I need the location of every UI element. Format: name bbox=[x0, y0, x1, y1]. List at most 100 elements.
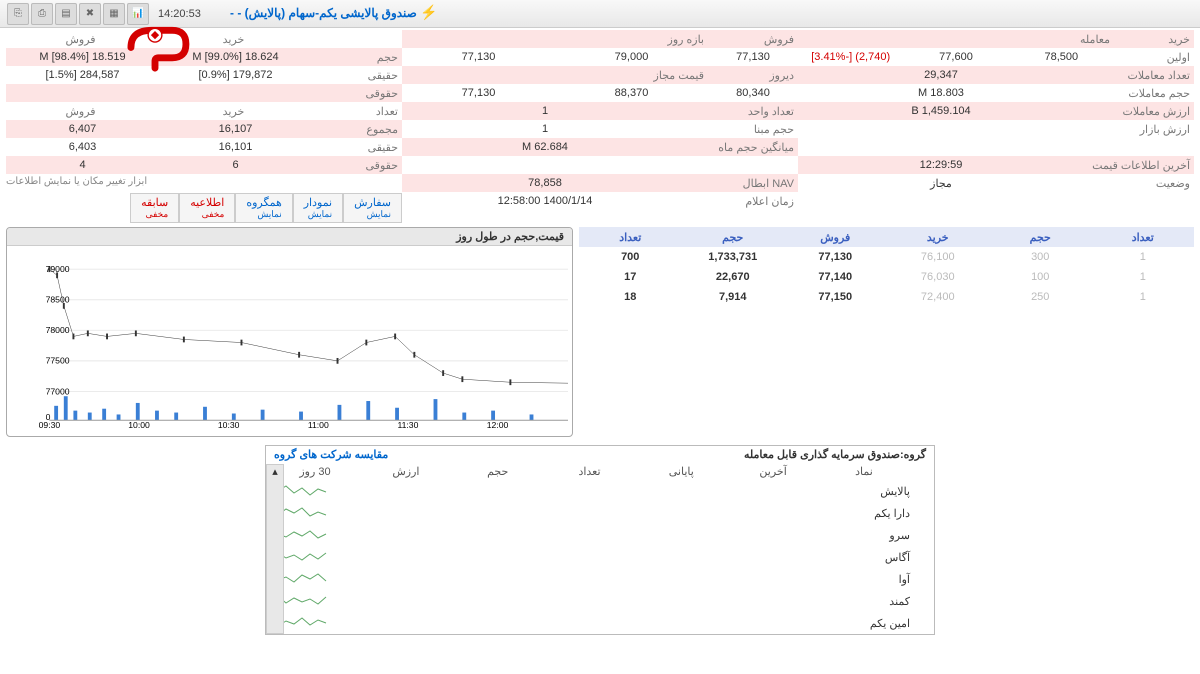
svg-text:77000: 77000 bbox=[46, 386, 70, 396]
lbl-vol: حجم bbox=[312, 51, 402, 64]
svg-text:78500: 78500 bbox=[46, 295, 70, 305]
val-anntime: 1400/1/14 12:58:00 bbox=[402, 195, 688, 207]
ob-col: تعداد bbox=[579, 231, 682, 244]
left-r7: حقوقی 6 4 bbox=[6, 156, 402, 174]
left-r6: حقیقی 16,101 6,403 bbox=[6, 138, 402, 156]
symbol-name: دارا یکم bbox=[840, 507, 930, 520]
symbol-name: امین یکم bbox=[840, 617, 930, 630]
lbl-st: وضعیت bbox=[1084, 177, 1194, 190]
row-last-info: آخرین اطلاعات قیمت 12:29:59 bbox=[798, 156, 1194, 174]
val-tval: 1,459.104 B bbox=[798, 105, 1084, 117]
svg-text:11:00: 11:00 bbox=[308, 420, 329, 430]
mid-nav: NAV ابطال 78,858 bbox=[402, 174, 798, 192]
group-col: حجم bbox=[452, 465, 544, 478]
ob-col: حجم bbox=[682, 231, 785, 244]
val-sell: 77,130 bbox=[708, 51, 798, 63]
symbol-name: آوا bbox=[840, 573, 930, 586]
svg-text:78000: 78000 bbox=[46, 325, 70, 335]
val-l2s: 4 bbox=[6, 159, 159, 171]
mid-unit: تعداد واحد 1 bbox=[402, 102, 798, 120]
lbl-tv: حجم معاملات bbox=[1084, 87, 1194, 100]
tool-icon-1[interactable]: ⎘ bbox=[7, 3, 29, 25]
group-col: نماد bbox=[819, 465, 909, 478]
symbol-name: کمند bbox=[840, 595, 930, 608]
symbol-name: آگاس bbox=[840, 551, 930, 564]
intraday-chart: قیمت,حجم در طول روز 79000785007800077500… bbox=[6, 227, 573, 437]
row-market-val: ارزش بازار bbox=[798, 120, 1194, 138]
tabs-label: ابزار تغییر مکان یا نمایش اطلاعات bbox=[6, 176, 402, 187]
scroll-up-icon[interactable]: ▴ bbox=[267, 465, 283, 478]
left-r4: تعداد خرید فروش bbox=[6, 102, 402, 120]
svg-text:12:00: 12:00 bbox=[487, 420, 509, 430]
svg-text:10:00: 10:00 bbox=[128, 420, 150, 430]
lbl-tval: ارزش معاملات bbox=[1084, 105, 1194, 118]
group-columns: نمادآخرینپایانیتعدادحجمارزش30 روز bbox=[266, 463, 934, 480]
tab-سابقه[interactable]: سابقهمخفی bbox=[130, 193, 179, 223]
val-l2b: 6 bbox=[159, 159, 312, 171]
group-header: گروه:صندوق سرمایه گذاری قابل معامله مقای… bbox=[266, 446, 934, 463]
tab-اطلاعیه[interactable]: اطلاعیهمخفی bbox=[179, 193, 235, 223]
orderbook-row[interactable]: 125072,40077,1507,91418 bbox=[579, 287, 1194, 307]
group-row[interactable]: امین یکم bbox=[266, 612, 934, 634]
lbl-sell: فروش bbox=[708, 33, 798, 46]
lbl-li: آخرین اطلاعات قیمت bbox=[1084, 159, 1194, 172]
group-row[interactable]: سرو bbox=[266, 524, 934, 546]
group-row[interactable]: کمند bbox=[266, 590, 934, 612]
val-first-a: 78,500 bbox=[1009, 51, 1114, 63]
group-row[interactable]: آگاس bbox=[266, 546, 934, 568]
mid-time: زمان اعلام 1400/1/14 12:58:00 bbox=[402, 192, 798, 210]
lbl-allowed: قیمت مجاز bbox=[555, 69, 708, 82]
view-tabs: سفارشنمایشنمودارنمایشهمگروهنمایشاطلاعیهم… bbox=[6, 193, 402, 223]
val-allow-a: 88,370 bbox=[555, 87, 708, 99]
mid-base: حجم مبنا 1 bbox=[402, 120, 798, 138]
val-tc: 29,347 bbox=[798, 69, 1084, 81]
tool-icon-2[interactable]: ⎙ bbox=[31, 3, 53, 25]
lbl-buy: خرید bbox=[1114, 33, 1194, 46]
val-yest: 80,340 bbox=[708, 87, 798, 99]
svg-text:77500: 77500 bbox=[46, 356, 70, 366]
group-col: آخرین bbox=[727, 465, 819, 478]
left-r1: حجم 18.624 M [99.0%] 18.519 M [98.4%] bbox=[6, 48, 402, 66]
orderbook-row[interactable]: 110076,03077,14022,67017 bbox=[579, 267, 1194, 287]
row-first: اولین 78,500 77,600 (2,740) [-3.41%] bbox=[798, 48, 1194, 66]
val-st: مجاز bbox=[798, 177, 1084, 190]
lbl-first: اولین bbox=[1114, 51, 1194, 64]
lbl-legal2: حقوقی bbox=[312, 159, 402, 172]
lbl-yest: دیروز bbox=[708, 69, 798, 82]
lbl-tc: تعداد معاملات bbox=[1084, 69, 1194, 82]
tab-سفارش[interactable]: سفارشنمایش bbox=[343, 193, 402, 223]
orderbook: تعدادحجمخریدفروشحجمتعداد 130076,10077,13… bbox=[579, 227, 1194, 437]
chart-area: 790007850078000775007700009:3010:0010:30… bbox=[7, 246, 572, 436]
scrollbar[interactable]: ▴ bbox=[266, 464, 284, 634]
val-avgvol: 62.684 M bbox=[402, 141, 688, 153]
panel-mid: فروش بازه روز 77,130 79,000 77,130 دیروز… bbox=[402, 30, 798, 223]
lbl-cb: خرید bbox=[159, 105, 312, 118]
group-row[interactable]: پالایش bbox=[266, 480, 934, 502]
orderbook-row[interactable]: 130076,10077,1301,733,731700 bbox=[579, 247, 1194, 267]
group-row[interactable]: دارا یکم bbox=[266, 502, 934, 524]
val-r2b: 16,101 bbox=[159, 141, 312, 153]
lbl-trade: معامله bbox=[1009, 33, 1114, 46]
val-first-b: 77,600 bbox=[903, 51, 1008, 63]
lbl-nav: NAV ابطال bbox=[688, 177, 798, 190]
tool-icon-4[interactable]: ✖ bbox=[79, 3, 101, 25]
tool-icon-3[interactable]: ▤ bbox=[55, 3, 77, 25]
panel-left: خرید فروش حجم 18.624 M [99.0%] 18.519 M … bbox=[6, 30, 402, 223]
tab-نمودار[interactable]: نمودارنمایش bbox=[293, 193, 343, 223]
val-day-b: 77,130 bbox=[402, 51, 555, 63]
lbl-anntime: زمان اعلام bbox=[688, 195, 798, 208]
val-tv: 18.803 M bbox=[798, 87, 1084, 99]
lightning-icon: ⚡ bbox=[420, 4, 437, 20]
group-row[interactable]: آوا bbox=[266, 568, 934, 590]
group-title: گروه:صندوق سرمایه گذاری قابل معامله bbox=[744, 448, 926, 461]
svg-text:10:30: 10:30 bbox=[218, 420, 240, 430]
group-compare-link[interactable]: مقایسه شرکت های گروه bbox=[274, 448, 388, 461]
tab-همگروه[interactable]: همگروهنمایش bbox=[235, 193, 292, 223]
left-r3: حقوقی bbox=[6, 84, 402, 102]
lbl-sum: مجموع bbox=[312, 123, 402, 136]
mid-r1b: 77,130 79,000 77,130 bbox=[402, 48, 798, 66]
left-hdr: خرید فروش bbox=[6, 30, 402, 48]
lbl-base: حجم مبنا bbox=[688, 123, 798, 136]
row-status: وضعیت مجاز bbox=[798, 174, 1194, 192]
chart-svg: 790007850078000775007700009:3010:0010:30… bbox=[11, 250, 568, 432]
